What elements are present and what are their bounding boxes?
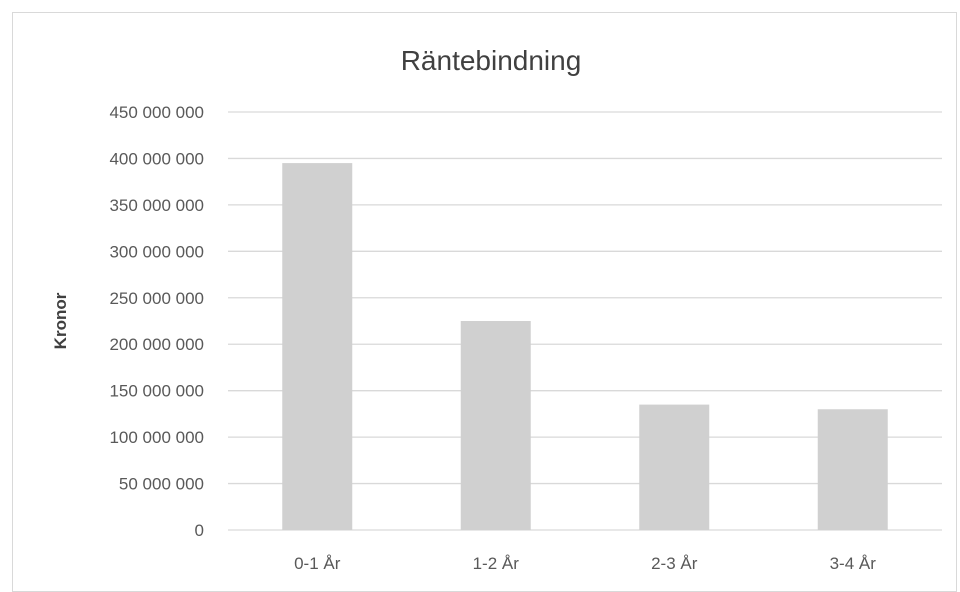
chart-title: Räntebindning [401,45,582,76]
bar-0 [282,163,353,531]
y-tick-label: 100 000 000 [109,428,204,447]
y-tick-label: 350 000 000 [109,196,204,215]
y-axis-ticks: 0 50 000 000 100 000 000 150 000 000 200 000… [109,103,204,540]
x-tick-label: 0-1 År [294,554,341,573]
x-tick-label: 1-2 År [473,554,520,573]
y-tick-label: 150 000 000 [109,382,204,401]
y-tick-label: 400 000 000 [109,149,204,168]
y-tick-label: 450 000 000 [109,103,204,122]
x-axis-ticks: 0-1 År 1-2 År 2-3 År 3-4 År [294,554,876,573]
y-tick-label: 50 000 000 [119,475,204,494]
y-tick-label: 300 000 000 [109,242,204,261]
x-tick-label: 2-3 År [651,554,698,573]
bar-2 [639,404,710,530]
bars [282,163,888,531]
bar-3 [817,409,888,530]
y-axis-label: Kronor [51,292,70,349]
bar-1 [460,321,531,530]
y-tick-label: 0 [195,521,204,540]
y-tick-label: 250 000 000 [109,289,204,308]
x-tick-label: 3-4 År [830,554,877,573]
y-tick-label: 200 000 000 [109,335,204,354]
